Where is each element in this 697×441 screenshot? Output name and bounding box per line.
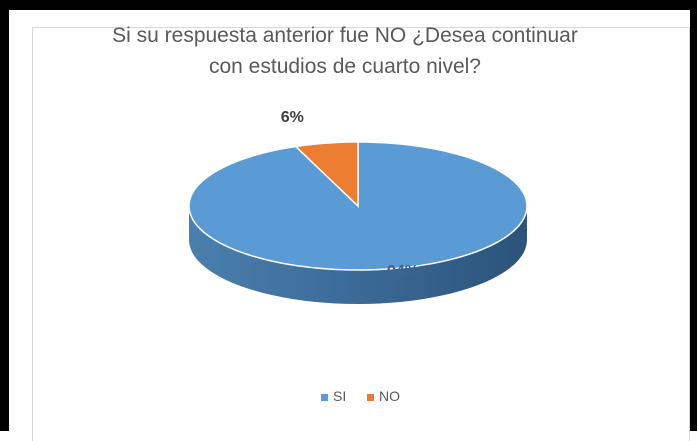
data-label-no: 6% [281, 109, 304, 126]
pie-top-group [188, 141, 528, 271]
legend: SI NO [321, 388, 400, 404]
legend-swatch-no [367, 394, 374, 401]
pie-labels-group: 94% 6% [281, 109, 419, 280]
pie-side-group [189, 206, 527, 304]
legend-swatch-si [321, 394, 328, 401]
legend-label-no: NO [379, 388, 400, 404]
chart-title: Si su respuesta anterior fue NO ¿Desea c… [0, 20, 690, 82]
chart-title-line-2: con estudios de cuarto nivel? [208, 55, 481, 78]
legend-label-si: SI [333, 388, 346, 404]
chart-title-line-1: Si su respuesta anterior fue NO ¿Desea c… [112, 24, 578, 47]
pie-side-si [189, 206, 527, 304]
data-label-si: 94% [387, 263, 419, 280]
pie-chart: 94% 6% SI NO [188, 109, 528, 404]
pie-slice-no [294, 141, 359, 208]
